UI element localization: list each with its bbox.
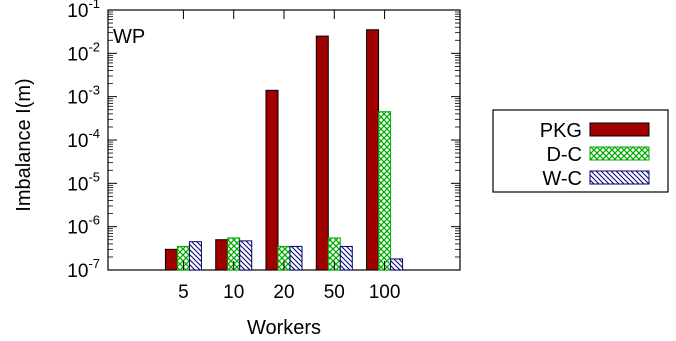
bar-pkg-100 [366,29,380,271]
x-tick-label: 50 [324,282,345,303]
panel-label: WP [113,26,145,48]
y-tick-label: 10-3 [67,83,100,109]
plot-area [107,9,461,271]
plot-frame [107,9,461,271]
legend-label-pkg: PKG [540,120,582,142]
bar-w-c-50 [339,245,353,271]
y-tick-label: 10-7 [67,256,100,282]
bars [164,29,404,271]
bar-w-c-20 [289,245,303,271]
bar-w-c-100 [390,258,404,271]
y-tick-label: 10-4 [67,126,100,152]
bar-pkg-10 [215,239,229,271]
bar-pkg-20 [265,89,279,271]
bar-pkg-5 [164,248,178,271]
legend-swatch-d-c [589,146,650,161]
y-tick-label: 10-5 [67,169,100,195]
x-axis-title: Workers [247,317,321,339]
legend-label-d-c: D-C [546,144,582,166]
legend-swatch-pkg [589,122,650,137]
legend-label-w-c: W-C [542,168,582,190]
x-tick-label: 10 [223,282,244,303]
bar-w-c-10 [239,240,253,271]
x-axis: 5 10 20 50 100 [178,10,400,303]
y-axis-title: Imbalance I(m) [13,78,35,211]
legend-swatch-w-c [589,170,650,185]
bar-pkg-50 [315,35,329,271]
y-tick-label: 10-1 [67,0,100,22]
x-tick-label: 5 [178,282,189,303]
x-tick-label: 100 [369,282,401,303]
bar-w-c-5 [188,241,202,271]
y-tick-label: 10-2 [67,39,100,65]
bar-d-c-100 [378,111,392,271]
x-tick-label: 20 [273,282,294,303]
y-tick-label: 10-6 [67,213,100,239]
y-axis: 10-7 10-6 10-5 10-4 10-3 10-2 10-1 [67,0,460,282]
